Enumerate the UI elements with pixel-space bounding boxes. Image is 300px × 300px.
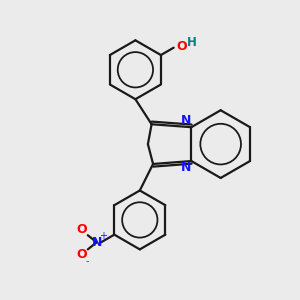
Text: N: N	[181, 114, 191, 127]
Text: H: H	[187, 36, 197, 49]
Text: -: -	[85, 256, 89, 266]
Text: O: O	[177, 40, 187, 53]
Text: N: N	[92, 236, 102, 249]
Text: O: O	[76, 248, 87, 261]
Text: +: +	[99, 231, 107, 241]
Text: N: N	[181, 161, 191, 174]
Text: O: O	[76, 224, 87, 236]
